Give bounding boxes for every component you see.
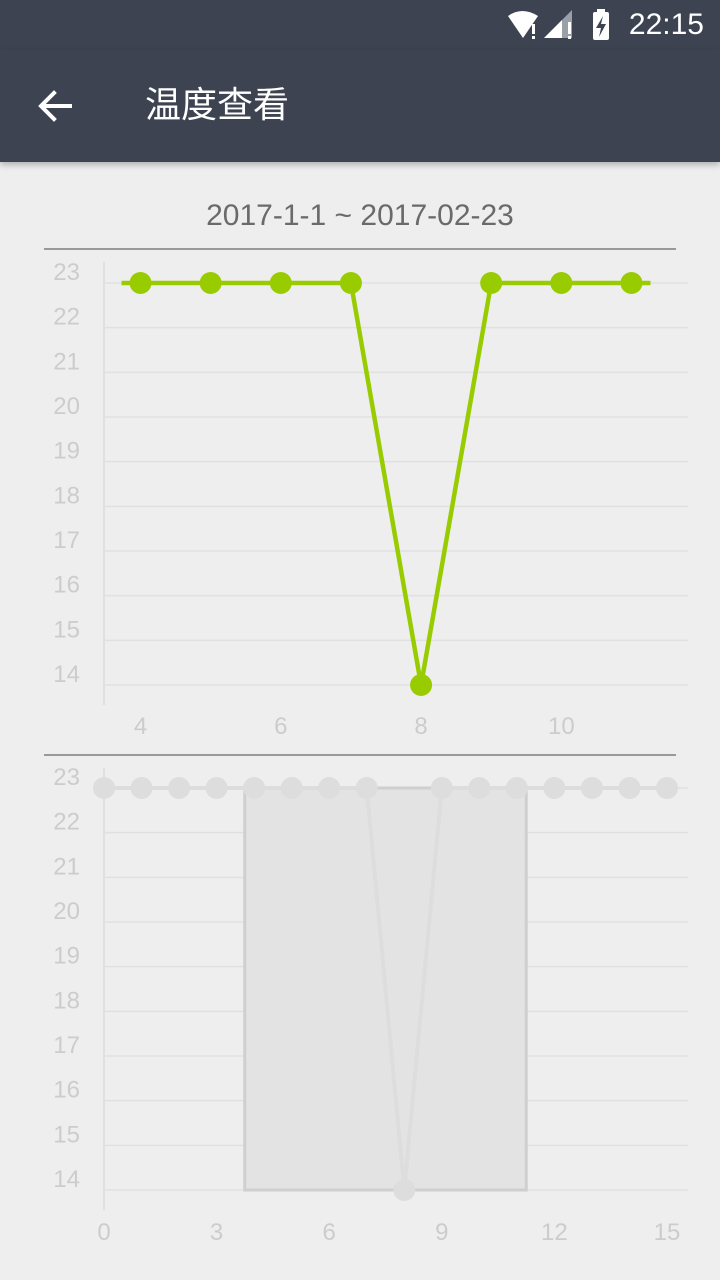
status-bar: 22:15 (0, 0, 720, 50)
date-range: 2017-1-1 ~ 2017-02-23 (206, 199, 514, 232)
signal-icon (544, 10, 572, 39)
y-tick-label: 19 (53, 943, 80, 970)
data-point (480, 272, 503, 294)
x-tick-label: 3 (210, 1219, 223, 1246)
series-line (140, 280, 632, 688)
wifi-icon (508, 11, 538, 39)
y-tick-label: 19 (53, 438, 80, 465)
status-time: 22:15 (628, 8, 704, 41)
data-point (468, 777, 491, 799)
data-point (339, 272, 362, 294)
data-point (129, 272, 152, 294)
y-tick-label: 15 (53, 1121, 80, 1148)
y-tick-label: 14 (53, 1166, 80, 1193)
data-point (318, 777, 341, 799)
data-point (430, 777, 453, 799)
arrow-left-icon[interactable] (30, 80, 82, 132)
main-temperature-chart[interactable]: 14 15 16 17 18 19 20 21 22 23 4 6 8 10 (0, 246, 720, 746)
y-tick-label: 22 (53, 809, 80, 836)
data-point (280, 777, 303, 799)
x-tick-label: 12 (541, 1219, 568, 1246)
data-point (355, 777, 378, 799)
x-tick-label: 10 (548, 713, 575, 740)
data-point (393, 1179, 416, 1201)
data-point (168, 777, 191, 799)
y-tick-label: 23 (53, 764, 80, 791)
x-tick-label: 9 (435, 1219, 448, 1246)
page-title: 温度查看 (145, 85, 290, 126)
overview-temperature-chart[interactable]: 14 15 16 17 18 19 20 21 22 23 0 3 6 9 12 15 (0, 752, 720, 1262)
y-tick-label: 20 (53, 393, 80, 420)
data-point (93, 777, 115, 799)
data-point (580, 777, 603, 799)
data-point (505, 777, 528, 799)
y-tick-label: 21 (53, 853, 80, 880)
y-tick-label: 17 (53, 527, 80, 554)
data-point (543, 777, 566, 799)
toolbar: 温度查看 (0, 50, 720, 162)
x-tick-label: 4 (134, 713, 147, 740)
data-point (269, 272, 292, 294)
data-point (410, 674, 433, 696)
x-tick-label: 6 (323, 1219, 336, 1246)
data-point (243, 777, 266, 799)
y-tick-label: 15 (53, 616, 80, 643)
y-tick-label: 18 (53, 987, 80, 1014)
data-point (130, 777, 153, 799)
battery-charging-icon (593, 9, 609, 40)
y-tick-label: 21 (53, 348, 80, 375)
data-point (550, 272, 573, 294)
data-point (205, 777, 228, 799)
data-point (199, 272, 222, 294)
y-tick-label: 14 (53, 661, 80, 688)
x-tick-label: 15 (654, 1219, 681, 1246)
y-tick-label: 16 (53, 572, 80, 599)
y-tick-label: 23 (53, 259, 80, 286)
x-tick-label: 6 (274, 713, 287, 740)
series-line (104, 786, 667, 1192)
y-tick-label: 18 (53, 482, 80, 509)
y-tick-label: 20 (53, 898, 80, 925)
y-tick-label: 16 (53, 1077, 80, 1104)
y-tick-label: 22 (53, 304, 80, 331)
data-point (620, 272, 643, 294)
status-icons (508, 9, 609, 40)
data-point (656, 777, 678, 799)
data-point (618, 777, 641, 799)
x-tick-label: 0 (97, 1219, 110, 1246)
y-tick-label: 17 (53, 1032, 80, 1059)
x-tick-label: 8 (414, 713, 427, 740)
